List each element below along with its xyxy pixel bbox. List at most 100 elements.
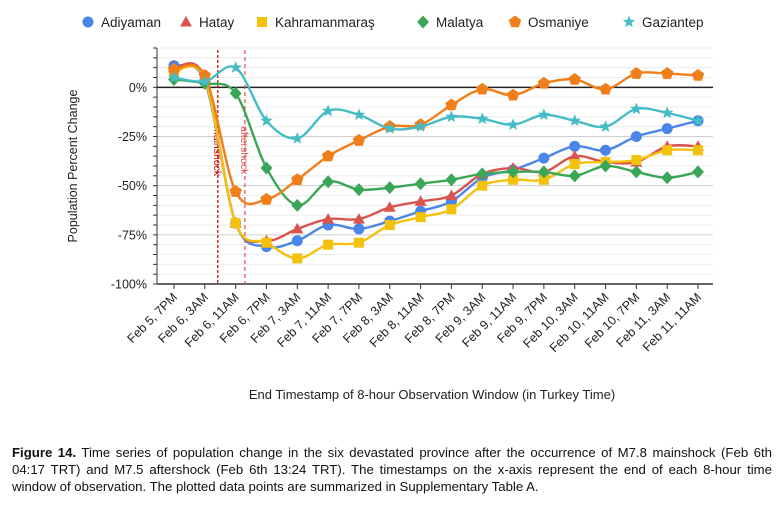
data-point (414, 120, 427, 132)
data-point (260, 161, 273, 175)
data-point (383, 201, 396, 212)
y-axis-title: Population Percent Change (66, 90, 80, 243)
data-point (568, 72, 581, 85)
data-point (630, 131, 642, 142)
legend-marker (257, 17, 267, 27)
data-point (538, 152, 550, 164)
data-point (260, 192, 273, 205)
data-point (323, 239, 334, 250)
caption-label: Figure 14. (12, 445, 77, 460)
data-point (229, 86, 242, 100)
data-point (353, 237, 364, 248)
data-point (352, 133, 366, 146)
data-point (662, 145, 673, 156)
data-point (506, 88, 520, 101)
data-point (383, 181, 396, 195)
data-point (538, 174, 549, 185)
data-point (660, 67, 674, 79)
data-point (692, 165, 704, 179)
y-tick-labels: 0% -25% -50% -75% -100% (111, 81, 147, 292)
legend-marker (417, 15, 429, 29)
y-tick-label: -100% (111, 278, 147, 292)
data-point (477, 180, 488, 191)
x-axis-title: End Timestamp of 8-hour Observation Wind… (249, 387, 615, 402)
series-gaziantep (167, 61, 705, 144)
data-point (660, 106, 674, 119)
data-point (631, 155, 642, 166)
data-point (322, 213, 335, 224)
data-point (322, 175, 335, 189)
data-point (693, 145, 703, 156)
data-point (352, 213, 365, 224)
legend: Adiyaman Hatay Kahramanmaraş Malatya Osmaniy… (82, 15, 704, 30)
data-point (261, 237, 272, 248)
data-point (537, 108, 551, 121)
data-point (661, 123, 673, 135)
data-point (291, 173, 304, 186)
data-point (321, 149, 335, 162)
caption-text: Time series of population change in the … (12, 445, 772, 494)
data-point (446, 204, 457, 215)
legend-marker (180, 16, 192, 27)
data-point (414, 177, 427, 191)
data-point (630, 102, 643, 115)
data-point (691, 69, 705, 81)
data-point (353, 223, 365, 235)
data-point (291, 131, 304, 144)
data-point (630, 165, 643, 179)
legend-marker (622, 15, 636, 28)
data-point (445, 98, 458, 111)
legend-marker (508, 15, 522, 28)
data-point (352, 183, 365, 197)
data-point (569, 140, 581, 152)
data-point (476, 82, 489, 95)
data-point (630, 67, 643, 79)
data-point (445, 110, 458, 123)
legend-label: Hatay (199, 15, 235, 30)
data-point (476, 167, 489, 181)
data-point (229, 61, 242, 73)
data-point (569, 159, 580, 170)
y-tick-label: -75% (118, 228, 147, 242)
data-point (600, 144, 612, 156)
data-point (508, 174, 519, 185)
data-point (599, 159, 612, 173)
data-point (476, 112, 489, 125)
data-point (198, 69, 212, 81)
data-point (507, 165, 520, 179)
data-point (321, 104, 335, 117)
data-point (445, 189, 458, 200)
legend-label: Osmaniye (528, 15, 589, 30)
data-point (292, 253, 303, 264)
y-tick-label: -25% (118, 130, 147, 144)
data-point (506, 118, 520, 130)
figure-caption: Figure 14. Time series of population cha… (12, 444, 772, 495)
legend-label: Gaziantep (642, 15, 704, 30)
data-point (415, 212, 426, 223)
data-point (260, 114, 273, 127)
data-point (568, 114, 581, 127)
data-point (568, 169, 581, 183)
data-point (691, 114, 705, 127)
data-point (599, 120, 612, 132)
y-tick-label: -50% (118, 179, 147, 193)
legend-label: Adiyaman (101, 15, 161, 30)
data-point (198, 74, 212, 87)
legend-marker (82, 16, 94, 28)
y-axis-minor-ticks (153, 47, 157, 285)
data-point (230, 218, 241, 229)
event-label: mainshock (211, 126, 223, 177)
data-point (445, 173, 458, 187)
legend-label: Kahramanmaraş (275, 15, 375, 30)
legend-label: Malatya (436, 15, 484, 30)
data-point (291, 198, 304, 212)
data-point (167, 71, 181, 83)
data-point (291, 222, 304, 234)
series-osmaniye (167, 63, 705, 206)
data-point (537, 165, 550, 179)
data-point (383, 122, 396, 134)
data-point (599, 82, 612, 95)
data-point (414, 195, 427, 206)
